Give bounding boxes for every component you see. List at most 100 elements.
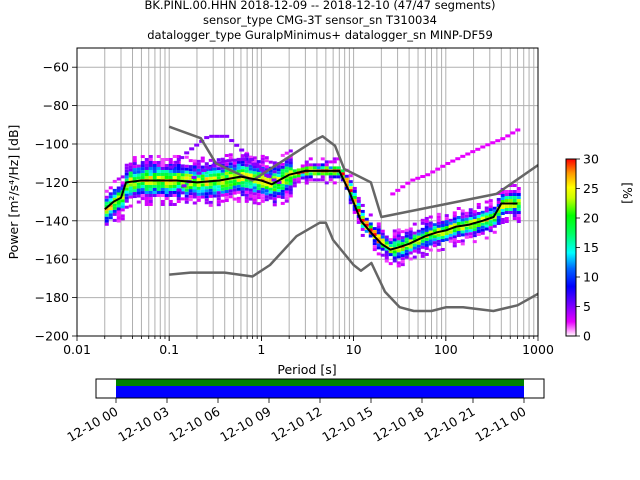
psd-cell bbox=[452, 214, 457, 218]
psd-cell bbox=[360, 203, 365, 207]
psd-outlier-cell bbox=[410, 178, 416, 182]
psd-cell bbox=[236, 187, 241, 191]
psd-cell bbox=[204, 177, 209, 181]
psd-cell bbox=[452, 235, 457, 239]
psd-cell bbox=[148, 181, 153, 185]
psd-cell bbox=[356, 217, 361, 221]
psd-cell bbox=[312, 163, 317, 167]
psd-cell bbox=[232, 173, 237, 177]
colorbar-tick-label: 20 bbox=[583, 211, 599, 226]
psd-cell bbox=[284, 184, 289, 188]
psd-cell bbox=[424, 237, 429, 241]
psd-cell bbox=[420, 242, 425, 246]
psd-cell bbox=[460, 221, 465, 225]
psd-cell bbox=[172, 190, 177, 194]
psd-cell bbox=[416, 232, 421, 236]
psd-cell bbox=[244, 166, 249, 170]
psd-cell bbox=[496, 212, 501, 216]
psd-cell bbox=[116, 201, 121, 205]
psd-cell bbox=[280, 174, 285, 178]
y-tick-label: −60 bbox=[43, 60, 69, 75]
psd-cell bbox=[116, 192, 121, 196]
psd-cell bbox=[444, 238, 449, 242]
psd-cell bbox=[364, 223, 369, 227]
psd-cell bbox=[120, 184, 125, 188]
psd-cell bbox=[248, 173, 253, 177]
psd-cell bbox=[420, 254, 425, 258]
psd-cell bbox=[332, 160, 337, 164]
psd-cell bbox=[112, 209, 117, 213]
psd-cell bbox=[200, 171, 205, 175]
y-axis-label: Power [m²/s⁴/Hz] [dB] bbox=[6, 125, 21, 260]
psd-cell bbox=[212, 176, 217, 180]
psd-cell bbox=[156, 160, 161, 164]
psd-cell bbox=[124, 187, 129, 191]
psd-cell bbox=[208, 158, 213, 162]
psd-cell bbox=[384, 250, 389, 254]
psd-cell bbox=[116, 216, 121, 220]
timeline-tick-label: 12-10 03 bbox=[115, 404, 171, 445]
psd-cell bbox=[260, 196, 265, 200]
psd-cell bbox=[192, 195, 197, 199]
psd-cell bbox=[412, 222, 417, 226]
psd-cell bbox=[380, 229, 385, 233]
psd-cell bbox=[164, 163, 169, 167]
psd-cell bbox=[268, 169, 273, 173]
psd-cell bbox=[492, 221, 497, 225]
psd-cell bbox=[132, 192, 137, 196]
psd-cell bbox=[408, 257, 413, 261]
psd-cell bbox=[116, 207, 121, 211]
psd-cell bbox=[508, 208, 513, 212]
psd-cell bbox=[148, 166, 153, 170]
psd-cell bbox=[192, 177, 197, 181]
psd-cell bbox=[172, 163, 177, 167]
psd-cell bbox=[224, 184, 229, 188]
psd-cell bbox=[184, 188, 189, 192]
psd-cell bbox=[280, 192, 285, 196]
psd-outlier-cell bbox=[450, 159, 456, 163]
psd-cell bbox=[136, 191, 141, 195]
psd-cell bbox=[500, 220, 505, 224]
psd-cell bbox=[232, 182, 237, 186]
psd-cell bbox=[164, 190, 169, 194]
psd-cell bbox=[140, 197, 145, 201]
psd-cell bbox=[120, 175, 125, 179]
psd-cell bbox=[172, 169, 177, 173]
psd-cell bbox=[164, 172, 169, 176]
psd-cell bbox=[368, 228, 373, 232]
psd-cell bbox=[420, 218, 425, 222]
psd-cell bbox=[420, 221, 425, 225]
axes: −200 −180 −160 −140 −120 −100 −80 −60 0.01 0.1 1 10… bbox=[35, 60, 554, 357]
psd-cell bbox=[284, 166, 289, 170]
psd-cell bbox=[268, 178, 273, 182]
psd-cell bbox=[180, 197, 185, 201]
psd-cell bbox=[456, 206, 461, 210]
psd-cell bbox=[516, 196, 521, 200]
psd-cell bbox=[504, 208, 509, 212]
psd-outlier-cell bbox=[455, 157, 461, 161]
psd-cell bbox=[192, 171, 197, 175]
psd-cell bbox=[148, 184, 153, 188]
psd-cell bbox=[248, 197, 253, 201]
psd-cell bbox=[204, 186, 209, 190]
psd-cell bbox=[248, 179, 253, 183]
psd-cell bbox=[488, 211, 493, 215]
psd-cell bbox=[140, 155, 145, 159]
psd-cell bbox=[476, 211, 481, 215]
psd-cell bbox=[212, 167, 217, 171]
psd-cell bbox=[196, 165, 201, 169]
psd-cell bbox=[284, 196, 289, 200]
psd-cell bbox=[272, 197, 277, 201]
psd-cell bbox=[220, 157, 225, 161]
psd-cell bbox=[324, 160, 329, 164]
psd-cell bbox=[420, 251, 425, 255]
psd-cell bbox=[404, 237, 409, 241]
psd-cell bbox=[208, 194, 213, 198]
x-tick-label: 1000 bbox=[522, 342, 554, 357]
psd-cell bbox=[248, 182, 253, 186]
psd-cell bbox=[196, 183, 201, 187]
psd-cell bbox=[448, 230, 453, 234]
psd-cell bbox=[176, 182, 181, 186]
psd-cell bbox=[112, 206, 117, 210]
psd-cell bbox=[400, 236, 405, 240]
